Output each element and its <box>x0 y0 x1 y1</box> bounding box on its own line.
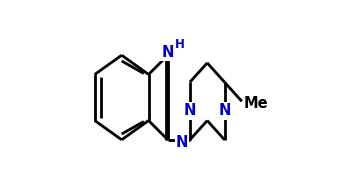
Text: N: N <box>184 104 196 118</box>
Text: N: N <box>218 104 231 118</box>
Text: N: N <box>176 135 188 150</box>
Text: N: N <box>161 45 174 60</box>
Text: Me: Me <box>244 96 269 111</box>
Text: H: H <box>174 38 184 51</box>
